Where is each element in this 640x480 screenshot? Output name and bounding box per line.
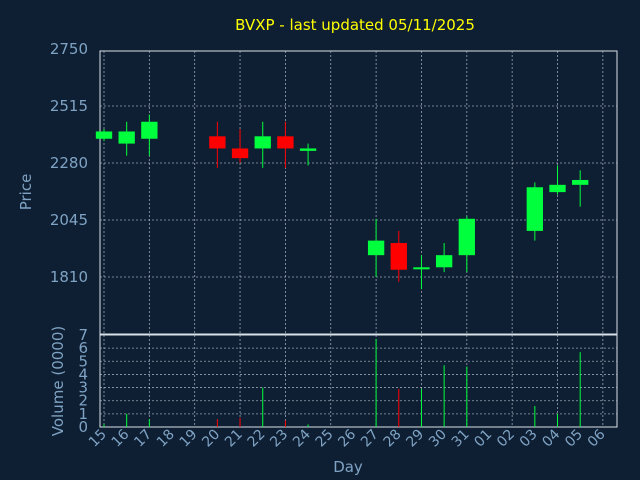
candle-body-16 [118, 131, 135, 144]
x-tick-label: 03 [517, 427, 541, 451]
candle-body-03 [526, 187, 543, 231]
x-tick-label: 30 [426, 427, 450, 451]
candle-body-05 [572, 179, 589, 185]
volume-panel-frame [99, 334, 618, 428]
x-tick-label: 23 [267, 427, 291, 451]
volume-tick-label: 0 [78, 418, 88, 436]
candle-body-21 [231, 148, 249, 159]
candle-body-28 [390, 243, 407, 270]
price-tick-label: 2515 [50, 97, 88, 115]
candle-body-04 [549, 184, 566, 193]
volume-tick-label: 4 [78, 365, 88, 383]
x-tick-label: 31 [449, 427, 473, 451]
candle-body-22 [254, 136, 271, 149]
chart-title: BVXP - last updated 05/11/2025 [235, 16, 475, 34]
x-tick-label: 04 [539, 426, 563, 450]
x-tick-label: 25 [313, 427, 337, 451]
x-tick-label: 26 [335, 426, 359, 450]
volume-axis-title: Volume (0000) [49, 326, 67, 436]
x-tick-label: 16 [109, 426, 133, 450]
x-tick-label: 28 [381, 427, 405, 451]
x-tick-label: 17 [131, 427, 155, 451]
candle-body-17 [141, 121, 158, 139]
price-panel-frame [99, 50, 618, 335]
x-tick-label: 22 [245, 427, 269, 451]
x-tick-label: 02 [494, 427, 518, 451]
x-tick-label: 20 [199, 427, 223, 451]
x-tick-label: 27 [358, 427, 382, 451]
candle-body-31 [458, 218, 475, 256]
price-tick-label: 2750 [50, 40, 88, 58]
x-tick-label: 06 [585, 426, 609, 450]
x-tick-label: 01 [471, 427, 495, 451]
candle-body-30 [435, 255, 453, 268]
x-tick-label: 18 [154, 427, 178, 451]
x-tick-label: 19 [177, 427, 201, 451]
volume-tick-label: 3 [78, 379, 88, 397]
candle-body-20 [209, 136, 226, 149]
x-tick-label: 24 [290, 426, 314, 450]
x-axis-title: Day [333, 458, 363, 476]
volume-tick-label: 2 [78, 392, 88, 410]
volume-tick-label: 1 [78, 405, 88, 423]
price-panel: 2750 2515 2280 2045 1810 [50, 40, 618, 335]
candle-body-23 [277, 136, 294, 149]
x-tick-label: 29 [403, 427, 427, 451]
volume-tick-label: 7 [78, 326, 88, 344]
candle-body-15 [95, 131, 113, 139]
price-axis-title: Price [17, 174, 35, 211]
price-tick-label: 2045 [50, 211, 88, 229]
candle-body-29 [413, 267, 430, 270]
x-axis: 1516171819202122232425262728293031010203… [86, 426, 609, 450]
price-tick-label: 1810 [50, 268, 88, 286]
volume-tick-label: 6 [78, 339, 88, 357]
candle-body-24 [299, 148, 317, 151]
price-tick-label: 2280 [50, 154, 88, 172]
x-tick-label: 15 [86, 427, 110, 451]
x-tick-label: 05 [562, 427, 586, 451]
x-tick-label: 21 [222, 427, 246, 451]
candle-body-27 [367, 240, 385, 256]
volume-tick-label: 5 [78, 352, 88, 370]
